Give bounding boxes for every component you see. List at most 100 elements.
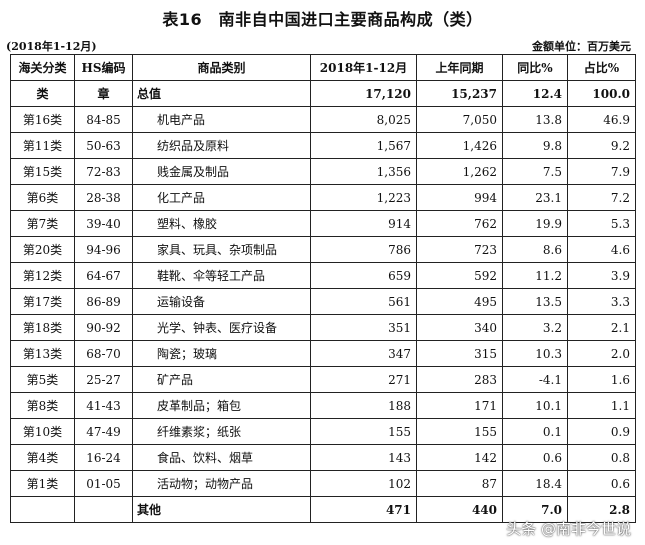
yoy-cell: 0.6 <box>502 444 568 471</box>
category-cell: 食品、饮料、烟草 <box>132 444 311 471</box>
table-row: 第10类 47-49 纤维素浆；纸张 155 155 0.1 0.9 <box>10 418 636 445</box>
hs-code-cell: 01-05 <box>74 470 133 497</box>
table-row: 第4类 16-24 食品、饮料、烟草 143 142 0.6 0.8 <box>10 444 636 471</box>
yoy-cell: 0.1 <box>502 418 568 445</box>
hs-code-cell: 94-96 <box>74 236 133 263</box>
customs-class-cell: 第8类 <box>10 392 75 419</box>
table-row: 第17类 86-89 运输设备 561 495 13.5 3.3 <box>10 288 636 315</box>
current-value-cell: 102 <box>310 470 417 497</box>
customs-class-cell: 第16类 <box>10 106 75 133</box>
current-value-cell: 471 <box>310 496 417 523</box>
hs-code-cell: 41-43 <box>74 392 133 419</box>
table-row: 第8类 41-43 皮革制品；箱包 188 171 10.1 1.1 <box>10 392 636 419</box>
current-value-cell: 659 <box>310 262 417 289</box>
header-current-period: 2018年1-12月 <box>310 54 417 81</box>
category-cell: 陶瓷；玻璃 <box>132 340 311 367</box>
hs-code-cell: 47-49 <box>74 418 133 445</box>
share-cell: 3.3 <box>567 288 636 315</box>
prior-value-cell: 723 <box>416 236 503 263</box>
share-cell: 100.0 <box>567 80 636 107</box>
current-value-cell: 1,356 <box>310 158 417 185</box>
share-cell: 46.9 <box>567 106 636 133</box>
customs-class-cell: 第12类 <box>10 262 75 289</box>
prior-value-cell: 142 <box>416 444 503 471</box>
share-cell: 4.6 <box>567 236 636 263</box>
yoy-cell: 9.8 <box>502 132 568 159</box>
customs-class-cell: 第7类 <box>10 210 75 237</box>
share-cell: 0.6 <box>567 470 636 497</box>
table-row: 其他 471 440 7.0 2.8 <box>10 496 636 523</box>
category-cell: 家具、玩具、杂项制品 <box>132 236 311 263</box>
table-row: 第16类 84-85 机电产品 8,025 7,050 13.8 46.9 <box>10 106 636 133</box>
customs-class-cell: 类 <box>10 80 75 107</box>
yoy-cell: 3.2 <box>502 314 568 341</box>
hs-code-cell: 90-92 <box>74 314 133 341</box>
prior-value-cell: 155 <box>416 418 503 445</box>
import-composition-table: 海关分类 HS编码 商品类别 2018年1-12月 上年同期 同比% 占比% 类… <box>10 54 636 523</box>
category-cell: 总值 <box>132 80 311 107</box>
yoy-cell: -4.1 <box>502 366 568 393</box>
share-cell: 7.9 <box>567 158 636 185</box>
yoy-cell: 18.4 <box>502 470 568 497</box>
current-value-cell: 271 <box>310 366 417 393</box>
category-cell: 光学、钟表、医疗设备 <box>132 314 311 341</box>
current-value-cell: 1,567 <box>310 132 417 159</box>
table-row: 第13类 68-70 陶瓷；玻璃 347 315 10.3 2.0 <box>10 340 636 367</box>
hs-code-cell: 86-89 <box>74 288 133 315</box>
share-cell: 0.9 <box>567 418 636 445</box>
hs-code-cell <box>74 496 133 523</box>
watermark: 头条 @南非今世说 <box>506 520 631 538</box>
header-category: 商品类别 <box>132 54 311 81</box>
current-value-cell: 914 <box>310 210 417 237</box>
table-row: 第12类 64-67 鞋靴、伞等轻工产品 659 592 11.2 3.9 <box>10 262 636 289</box>
prior-value-cell: 15,237 <box>416 80 503 107</box>
category-cell: 纤维素浆；纸张 <box>132 418 311 445</box>
share-cell: 2.0 <box>567 340 636 367</box>
current-value-cell: 17,120 <box>310 80 417 107</box>
hs-code-cell: 28-38 <box>74 184 133 211</box>
category-cell: 塑料、橡胶 <box>132 210 311 237</box>
yoy-cell: 13.5 <box>502 288 568 315</box>
table-row: 第15类 72-83 贱金属及制品 1,356 1,262 7.5 7.9 <box>10 158 636 185</box>
customs-class-cell: 第20类 <box>10 236 75 263</box>
current-value-cell: 143 <box>310 444 417 471</box>
category-cell: 贱金属及制品 <box>132 158 311 185</box>
prior-value-cell: 1,262 <box>416 158 503 185</box>
share-cell: 2.1 <box>567 314 636 341</box>
yoy-cell: 10.3 <box>502 340 568 367</box>
current-value-cell: 351 <box>310 314 417 341</box>
category-cell: 鞋靴、伞等轻工产品 <box>132 262 311 289</box>
share-cell: 0.8 <box>567 444 636 471</box>
yoy-cell: 19.9 <box>502 210 568 237</box>
header-customs-class: 海关分类 <box>10 54 75 81</box>
hs-code-cell: 16-24 <box>74 444 133 471</box>
prior-value-cell: 7,050 <box>416 106 503 133</box>
table-row: 第7类 39-40 塑料、橡胶 914 762 19.9 5.3 <box>10 210 636 237</box>
hs-code-cell: 25-27 <box>74 366 133 393</box>
table-row: 类章总值 17,120 15,237 12.4 100.0 <box>10 80 636 107</box>
customs-class-cell: 第10类 <box>10 418 75 445</box>
hs-code-cell: 84-85 <box>74 106 133 133</box>
hs-code-cell: 68-70 <box>74 340 133 367</box>
customs-class-cell: 第13类 <box>10 340 75 367</box>
header-hs-code: HS编码 <box>74 54 133 81</box>
customs-class-cell: 第15类 <box>10 158 75 185</box>
header-prior-period: 上年同期 <box>416 54 503 81</box>
hs-code-cell: 72-83 <box>74 158 133 185</box>
prior-value-cell: 495 <box>416 288 503 315</box>
prior-value-cell: 440 <box>416 496 503 523</box>
category-cell: 活动物；动物产品 <box>132 470 311 497</box>
hs-code-cell: 39-40 <box>74 210 133 237</box>
category-cell: 运输设备 <box>132 288 311 315</box>
table-row: 第1类 01-05 活动物；动物产品 102 87 18.4 0.6 <box>10 470 636 497</box>
header-share: 占比% <box>567 54 636 81</box>
prior-value-cell: 87 <box>416 470 503 497</box>
prior-value-cell: 762 <box>416 210 503 237</box>
yoy-cell: 13.8 <box>502 106 568 133</box>
period-note: (2018年1-12月) <box>6 40 97 53</box>
category-cell: 皮革制品；箱包 <box>132 392 311 419</box>
customs-class-cell: 第18类 <box>10 314 75 341</box>
prior-value-cell: 315 <box>416 340 503 367</box>
prior-value-cell: 592 <box>416 262 503 289</box>
hs-code-cell: 章 <box>74 80 133 107</box>
